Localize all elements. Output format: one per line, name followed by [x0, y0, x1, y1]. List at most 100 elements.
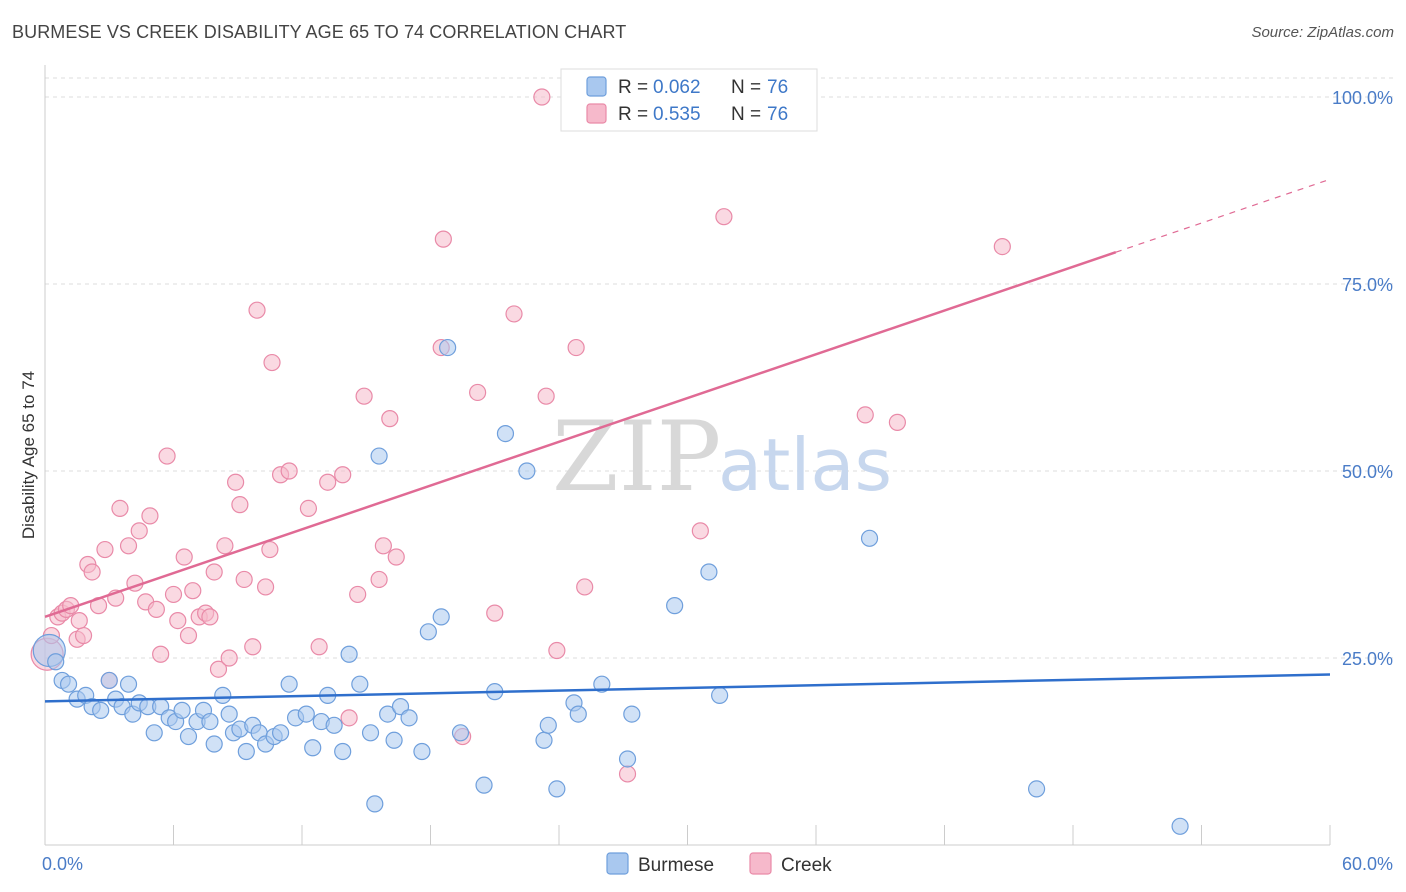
creek-point-49 — [334, 466, 352, 484]
legend-burmese-n-value: 76 — [767, 77, 788, 98]
burmese-point-1 — [47, 653, 65, 671]
burmese-point-37 — [297, 705, 315, 723]
burmese-point-26 — [220, 705, 238, 723]
creek-point-7 — [74, 626, 93, 645]
burmese-point-48 — [379, 705, 397, 723]
burmese-point-68 — [623, 705, 641, 723]
y-tick-label-50: 50.0% — [1342, 462, 1393, 482]
bottom-legend-swatch-burmese — [606, 852, 629, 875]
creek-point-20 — [141, 507, 159, 525]
legend-creek-n-label: N = — [731, 104, 761, 125]
burmese-point-65 — [569, 705, 587, 723]
source-label: Source: ZipAtlas.com — [1251, 24, 1394, 41]
y-axis-title: Disability Age 65 to 74 — [19, 371, 38, 539]
creek-trendline — [44, 251, 1117, 619]
burmese-point-41 — [325, 716, 343, 734]
burmese-trendline — [44, 673, 1331, 703]
burmese-point-23 — [201, 712, 219, 731]
burmese-point-67 — [618, 750, 637, 768]
creek-point-62 — [505, 305, 523, 323]
burmese-point-52 — [413, 742, 431, 761]
creek-point-58 — [434, 230, 452, 248]
bottom-legend-swatch-creek — [749, 852, 772, 875]
burmese-point-15 — [145, 724, 163, 742]
burmese-point-38 — [304, 739, 322, 757]
creek-point-40 — [248, 301, 266, 319]
burmese-point-59 — [496, 425, 515, 443]
burmese-point-53 — [419, 623, 437, 641]
burmese-point-3 — [59, 675, 78, 693]
trend-lines — [44, 178, 1331, 703]
creek-point-53 — [370, 570, 388, 589]
burmese-point-34 — [271, 724, 290, 742]
legend-swatch-creek — [586, 103, 607, 124]
creek-point-63 — [533, 88, 551, 106]
creek-point-37 — [231, 496, 249, 514]
burmese-point-55 — [439, 338, 457, 357]
burmese-point-51 — [400, 709, 418, 727]
bottom-legend: Burmese Creek — [606, 852, 832, 876]
creek-point-64 — [537, 387, 555, 405]
creek-point-56 — [387, 548, 405, 566]
burmese-point-43 — [340, 645, 358, 663]
burmese-point-7 — [92, 701, 110, 719]
burmese-point-25 — [214, 686, 232, 705]
creek-point-25 — [169, 611, 187, 630]
creek-point-41 — [256, 578, 275, 596]
burmese-point-24 — [205, 735, 223, 753]
creek-point-71 — [856, 406, 874, 424]
burmese-point-19 — [173, 701, 191, 719]
watermark-atlas: atlas — [718, 423, 892, 507]
creek-point-32 — [205, 563, 223, 581]
x-tick-label-60: 60.0% — [1342, 854, 1393, 874]
watermark-zip: ZIP — [552, 401, 721, 513]
burmese-point-63 — [548, 780, 566, 798]
burmese-point-35 — [280, 675, 298, 693]
creek-point-43 — [263, 353, 281, 372]
creek-point-28 — [184, 582, 202, 600]
x-tick-label-0: 0.0% — [42, 854, 83, 874]
creek-point-23 — [158, 447, 176, 465]
creek-point-46 — [299, 499, 318, 517]
burmese-point-70 — [700, 563, 718, 581]
creek-point-61 — [486, 604, 504, 622]
y-tick-label-75: 75.0% — [1342, 275, 1393, 295]
creek-point-47 — [310, 638, 328, 656]
watermark: ZIP atlas — [552, 401, 892, 513]
creek-point-26 — [175, 548, 193, 566]
axes — [44, 65, 1331, 846]
burmese-point-45 — [361, 724, 380, 742]
tick-labels: 25.0% 50.0% 75.0% 100.0% 0.0% 60.0% — [42, 88, 1393, 874]
bottom-legend-creek: Creek — [781, 855, 832, 876]
creek-point-72 — [888, 413, 906, 431]
creek-point-36 — [227, 473, 245, 491]
creek-point-24 — [164, 585, 183, 604]
legend-creek-r-value: 0.535 — [653, 104, 701, 125]
burmese-point-44 — [351, 675, 369, 693]
burmese-point-42 — [334, 742, 352, 761]
y-tick-label-100: 100.0% — [1332, 88, 1393, 108]
burmese-point-57 — [475, 776, 493, 794]
bottom-legend-burmese: Burmese — [638, 855, 714, 876]
burmese-point-20 — [179, 727, 198, 746]
chart-title: BURMESE VS CREEK DISABILITY AGE 65 TO 74… — [12, 22, 627, 42]
creek-point-31 — [201, 608, 219, 626]
creek-point-34 — [216, 537, 234, 555]
legend-burmese-r-label: R = — [618, 77, 648, 98]
creek-point-21 — [147, 600, 165, 618]
creek-point-42 — [261, 540, 279, 559]
creek-point-27 — [179, 626, 198, 645]
creek-point-22 — [152, 645, 170, 663]
creek-point-60 — [469, 383, 487, 402]
creek-point-33 — [209, 660, 228, 678]
burmese-point-46 — [366, 795, 384, 813]
creek-point-15 — [111, 499, 129, 517]
burmese-point-11 — [119, 675, 138, 693]
creek-point-12 — [96, 540, 114, 559]
creek-trendline-extension — [1115, 178, 1331, 253]
creek-point-48 — [319, 473, 337, 491]
legend: R = 0.062 N = 76 R = 0.535 N = 76 — [560, 68, 818, 132]
creek-point-65 — [548, 641, 566, 660]
creek-point-70 — [715, 208, 733, 226]
